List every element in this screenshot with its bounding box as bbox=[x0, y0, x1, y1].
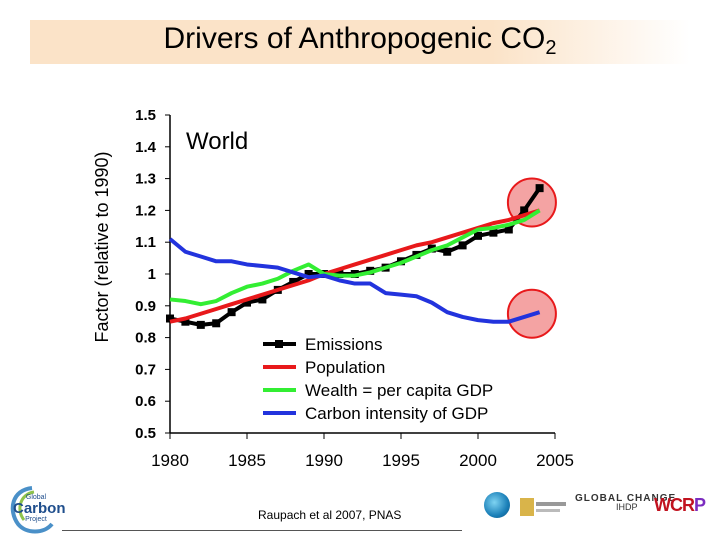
legend-label: Population bbox=[305, 358, 385, 377]
data-point bbox=[458, 241, 467, 250]
x-tick-label: 2005 bbox=[536, 451, 574, 470]
slide-title-main: Drivers of Anthropogenic CO bbox=[163, 22, 546, 55]
x-tick-label: 2000 bbox=[459, 451, 497, 470]
y-tick-label: 1.5 bbox=[135, 107, 156, 124]
global-change-logo[interactable]: GLOBAL CHANGE bbox=[575, 493, 677, 504]
chart-legend: Emissions Population Wealth = per capita G… bbox=[263, 335, 493, 423]
y-tick-label: 1.2 bbox=[135, 202, 156, 219]
slide-title-subscript: 2 bbox=[545, 37, 557, 59]
globe-logo-icon[interactable] bbox=[484, 492, 510, 518]
wcrp-logo-left: WCR bbox=[654, 495, 695, 515]
y-tick-label: 0.6 bbox=[135, 393, 156, 410]
wcrp-logo[interactable]: WCRP bbox=[654, 495, 706, 516]
data-point bbox=[227, 308, 236, 317]
y-tick-label: 0.8 bbox=[135, 330, 156, 347]
slide-title: Drivers of Anthropogenic CO2 bbox=[0, 22, 720, 60]
data-point bbox=[289, 277, 298, 286]
y-tick-label: 0.9 bbox=[135, 298, 156, 315]
title-band bbox=[30, 20, 690, 64]
y-tick-label: 1.1 bbox=[135, 234, 156, 251]
data-point bbox=[443, 247, 452, 256]
data-point bbox=[504, 225, 513, 234]
legend-label: Emissions bbox=[305, 335, 382, 354]
data-point bbox=[212, 319, 221, 328]
x-tick-label: 1995 bbox=[382, 451, 420, 470]
series-layer bbox=[166, 184, 544, 329]
y-tick-label: 1.3 bbox=[135, 171, 156, 188]
legend-label: Carbon intensity of GDP bbox=[305, 404, 488, 423]
data-point bbox=[258, 295, 267, 304]
citation: Raupach et al 2007, PNAS bbox=[258, 508, 402, 522]
data-point bbox=[196, 320, 205, 329]
chart-annotation: World bbox=[186, 128, 248, 155]
y-tick-label: 0.5 bbox=[135, 425, 156, 442]
data-point bbox=[181, 317, 190, 326]
data-point bbox=[489, 228, 498, 237]
data-point bbox=[535, 184, 544, 193]
data-point bbox=[474, 231, 482, 240]
partner-logo-icon[interactable] bbox=[520, 494, 568, 522]
y-tick-label: 1 bbox=[148, 266, 156, 283]
data-point bbox=[304, 270, 313, 278]
ihdp-logo[interactable]: IHDP bbox=[616, 502, 638, 512]
series-line-carbon-intensity-of-gdp bbox=[168, 237, 541, 324]
y-tick-label: 1.4 bbox=[135, 139, 157, 156]
y-tick-label: 0.7 bbox=[135, 361, 156, 378]
gcp-big-text: Carbon bbox=[13, 500, 66, 517]
wcrp-logo-right: P bbox=[694, 495, 706, 515]
y-axis-label: Factor (relative to 1990) bbox=[92, 151, 112, 342]
data-point bbox=[520, 206, 529, 215]
footer-divider bbox=[62, 530, 462, 531]
data-point bbox=[166, 314, 174, 323]
series-line-wealth-per-capita-gdp bbox=[169, 208, 541, 307]
x-tick-label: 1985 bbox=[228, 451, 266, 470]
legend-marker bbox=[275, 340, 283, 348]
gcp-swirl-icon bbox=[10, 486, 54, 534]
gcp-tag-text: Project bbox=[25, 516, 47, 523]
x-tick-label: 1980 bbox=[151, 451, 189, 470]
chart-axes: 0.5 0.6 0.7 0.8 0.9 1 1.1 1.2 1.3 1.4 1.5 1980 1985 1… bbox=[135, 107, 574, 470]
gcp-small-text: Global bbox=[25, 494, 47, 501]
x-tick-label: 1990 bbox=[305, 451, 343, 470]
data-point bbox=[243, 298, 251, 307]
legend-label: Wealth = per capita GDP bbox=[305, 381, 493, 400]
